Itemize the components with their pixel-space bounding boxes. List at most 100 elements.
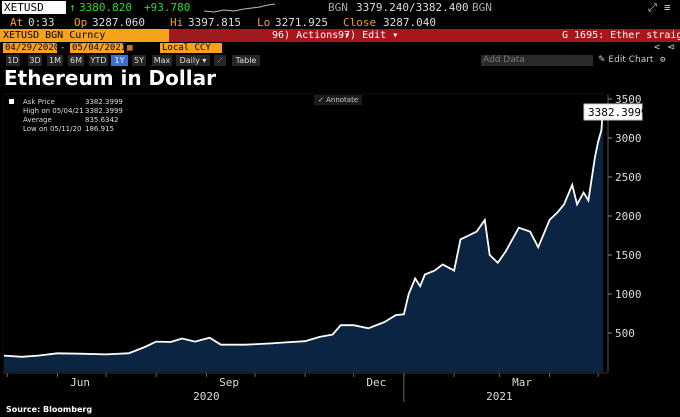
range-5y[interactable]: 5Y xyxy=(132,55,146,66)
calendar-icon[interactable]: ▦ xyxy=(127,43,133,53)
expand-icon[interactable]: ⤢ xyxy=(648,1,657,14)
actions-menu[interactable]: 96) Actions ▾ xyxy=(272,29,350,42)
actions-label: Actions xyxy=(296,30,339,41)
close-label: Close xyxy=(343,16,377,29)
data-point xyxy=(144,346,146,348)
bid-ask: 3379.240/3382.400 xyxy=(356,1,469,14)
table-button[interactable]: Table xyxy=(232,55,260,66)
chevron-down-icon: ▾ xyxy=(202,56,207,65)
price-chart[interactable]: 500 1000 1500 2000 2500 3000 3500 Jun Sep Dec Mar… xyxy=(0,90,680,402)
data-point xyxy=(340,324,342,326)
edit-label: Edit xyxy=(362,30,387,41)
data-point xyxy=(319,336,321,338)
range-3d[interactable]: 3D xyxy=(28,55,42,66)
data-point xyxy=(408,293,410,295)
data-point xyxy=(505,250,507,252)
data-point xyxy=(304,340,306,342)
range-1m[interactable]: 1M xyxy=(47,55,63,66)
frequency-label: Daily xyxy=(179,56,200,65)
y-tick-label: 500 xyxy=(615,327,635,340)
arrow-left-icon[interactable]: < xyxy=(654,42,661,53)
data-point xyxy=(442,263,444,265)
x-axis: Jun Sep Dec Mar 2020 2021 xyxy=(3,372,608,402)
data-point xyxy=(79,353,81,355)
data-point xyxy=(424,274,426,276)
range-6m[interactable]: 6M xyxy=(68,55,84,66)
data-point xyxy=(367,327,369,329)
data-point xyxy=(105,353,107,355)
range-ytd[interactable]: YTD xyxy=(89,55,108,66)
line-chart-icon[interactable]: ⟋ xyxy=(214,55,226,66)
data-point xyxy=(497,262,499,264)
gear-icon[interactable]: ⚙ xyxy=(660,55,666,65)
y-axis: 500 1000 1500 2000 2500 3000 3500 xyxy=(607,93,642,372)
range-max[interactable]: Max xyxy=(152,55,172,66)
share-icon[interactable]: ⋖ xyxy=(667,42,676,53)
legend-swatch xyxy=(9,99,14,104)
data-point xyxy=(285,341,287,343)
data-point xyxy=(489,254,491,256)
suggested-charts[interactable]: Suggested Charts xyxy=(170,30,267,41)
date-row: 04/29/2020 - 05/04/2021 ▦ Local CCY < ⋖ xyxy=(0,42,680,54)
legend-average-value: 835.6342 xyxy=(85,116,119,124)
annotate-button[interactable]: ✓ Annotate xyxy=(314,95,363,105)
y-tick-label: 2000 xyxy=(615,210,642,223)
bid-ask-source: BGN xyxy=(472,1,492,14)
series-area xyxy=(4,108,603,372)
data-point xyxy=(128,352,130,354)
y-tick-label: 3000 xyxy=(615,132,642,145)
high-label: Hi xyxy=(170,16,184,29)
end-date-field[interactable]: 05/04/2021 xyxy=(70,43,127,53)
legend: Ask Price 3382.3999 High on 05/04/21 338… xyxy=(5,98,123,140)
news-headline[interactable]: G 1695: Ether straight xyxy=(562,30,680,41)
low-value: 3271.925 xyxy=(275,16,328,29)
start-date-field[interactable]: 04/29/2020 xyxy=(3,43,60,53)
check-icon: ✓ xyxy=(318,96,324,104)
x-year-label: 2021 xyxy=(486,390,513,402)
last-value-tag xyxy=(583,103,643,121)
data-point xyxy=(155,341,157,343)
data-point xyxy=(597,141,599,143)
add-data-input[interactable]: Add Data xyxy=(481,55,593,66)
data-point xyxy=(269,343,271,345)
chevron-down-icon: ▾ xyxy=(344,30,351,41)
annotate-label: Annotate xyxy=(326,96,359,104)
data-point xyxy=(181,338,183,340)
data-point xyxy=(460,238,462,240)
edit-menu[interactable]: 97) Edit ▾ xyxy=(338,29,398,42)
security-field[interactable]: XETUSD BGN Curncy xyxy=(0,29,169,42)
bid-source: BGN xyxy=(328,1,348,14)
edit-chart-label: Edit Chart xyxy=(608,55,654,65)
data-point xyxy=(332,334,334,336)
data-point xyxy=(3,355,5,357)
frequency-select[interactable]: Daily ▾ xyxy=(176,55,210,66)
data-point xyxy=(563,203,565,205)
data-point xyxy=(576,203,578,205)
ticker-field[interactable]: XETUSD xyxy=(2,1,66,14)
edit-chart-button[interactable]: ✎ Edit Chart xyxy=(598,55,653,66)
currency-select[interactable]: Local CCY xyxy=(160,43,222,53)
high-value: 3397.815 xyxy=(188,16,241,29)
menu-icon[interactable]: ≡ xyxy=(664,1,671,14)
x-tick-label: Dec xyxy=(366,376,386,389)
sparkline-icon xyxy=(204,3,276,13)
last-value-label: 3382.3999 xyxy=(588,106,648,119)
data-point xyxy=(353,324,355,326)
quote-bar: XETUSD ↑ 3380.820 +93.780 BGN 3379.240/3… xyxy=(0,0,680,16)
range-1d[interactable]: 1D xyxy=(6,55,20,66)
data-point xyxy=(549,219,551,221)
up-arrow-icon: ↑ xyxy=(69,1,76,14)
data-point xyxy=(600,129,602,131)
data-point xyxy=(484,219,486,221)
open-label: Op xyxy=(74,16,88,29)
legend-series: Ask Price xyxy=(23,98,55,106)
x-tick-label: Sep xyxy=(219,376,239,389)
data-point xyxy=(557,211,559,213)
chevron-down-icon: ▾ xyxy=(392,30,399,41)
last-price: 3380.820 xyxy=(79,1,132,14)
y-tick-label: 1500 xyxy=(615,249,642,262)
range-1y[interactable]: 1Y xyxy=(111,55,128,66)
data-point xyxy=(529,231,531,233)
data-point xyxy=(56,352,58,354)
ohlc-row: At 0:33 Op 3287.060 Hi 3397.815 Lo 3271.… xyxy=(0,16,680,29)
